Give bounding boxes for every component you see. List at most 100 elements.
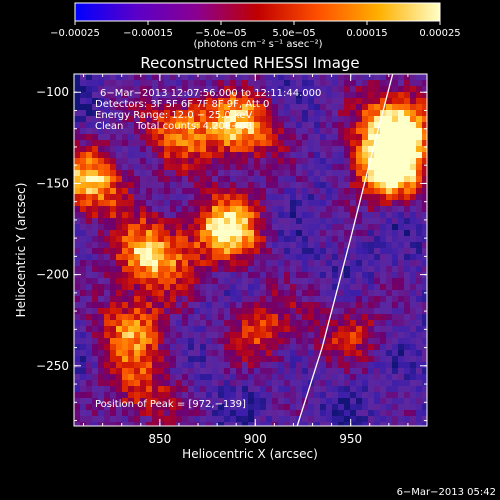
heatmap-cell [128,146,135,153]
heatmap-cell [386,158,393,165]
heatmap-cell [104,296,111,303]
heatmap-cell [140,176,147,183]
heatmap-cell [266,170,273,177]
heatmap-cell [266,194,273,201]
heatmap-cell [314,98,321,105]
heatmap-cell [98,326,105,333]
heatmap-cell [272,308,279,315]
heatmap-cell [290,374,297,381]
heatmap-cell [284,362,291,369]
heatmap-cell [182,92,189,99]
heatmap-cell [182,368,189,375]
heatmap-cell [146,326,153,333]
heatmap-cell [80,110,87,117]
heatmap-cell [368,140,375,147]
heatmap-cell [194,218,201,225]
heatmap-cell [404,320,411,327]
heatmap-cell [254,122,261,129]
heatmap-cell [152,176,159,183]
heatmap-cell [128,104,135,111]
heatmap-cell [182,266,189,273]
heatmap-cell [380,290,387,297]
heatmap-cell [326,422,333,426]
heatmap-cell [122,380,129,387]
heatmap-cell [350,422,357,426]
heatmap-cell [86,104,93,111]
heatmap-cell [416,266,423,273]
heatmap-cell [254,128,261,135]
heatmap-cell [140,410,147,417]
heatmap-cell [278,422,285,426]
heatmap-cell [128,170,135,177]
heatmap-cell [122,350,129,357]
heatmap-cell [170,266,177,273]
heatmap-cell [326,236,333,243]
heatmap-cell [278,266,285,273]
heatmap-cell [350,272,357,279]
heatmap-cell [326,242,333,249]
heatmap-cell [272,374,279,381]
heatmap-cell [152,182,159,189]
heatmap-cell [236,128,243,135]
heatmap-cell [314,296,321,303]
heatmap-cell [326,110,333,117]
heatmap-cell [164,314,171,321]
heatmap-cell [398,416,405,423]
heatmap-cell [332,410,339,417]
heatmap-cell [314,146,321,153]
heatmap-cell [308,218,315,225]
heatmap-cell [344,356,351,363]
heatmap-cell [86,326,93,333]
heatmap-cell [170,248,177,255]
heatmap-cell [140,338,147,345]
heatmap-cell [332,164,339,171]
heatmap-cell [80,374,87,381]
heatmap-cell [302,416,309,423]
heatmap-cell [296,170,303,177]
heatmap-cell [344,374,351,381]
heatmap-cell [164,116,171,123]
heatmap-cell [86,236,93,243]
heatmap-cell [74,350,81,357]
heatmap-cell [416,224,423,231]
heatmap-cell [392,164,399,171]
heatmap-cell [332,254,339,261]
heatmap-cell [98,356,105,363]
heatmap-cell [80,176,87,183]
heatmap-cell [182,332,189,339]
heatmap-cell [284,320,291,327]
heatmap-cell [188,92,195,99]
heatmap-cell [416,176,423,183]
heatmap-cell [398,362,405,369]
heatmap-cell [398,422,405,426]
heatmap-cell [200,314,207,321]
heatmap-cell [344,146,351,153]
heatmap-cell [242,320,249,327]
heatmap-cell [176,266,183,273]
heatmap-cell [116,338,123,345]
heatmap-cell [308,356,315,363]
heatmap-cell [308,308,315,315]
heatmap-cell [104,230,111,237]
heatmap-cell [404,338,411,345]
heatmap-cell [392,332,399,339]
heatmap-cell [128,74,135,81]
heatmap-cell [224,332,231,339]
heatmap-cell [206,284,213,291]
heatmap-cell [266,146,273,153]
heatmap-cell [194,410,201,417]
heatmap-cell [170,260,177,267]
heatmap-cell [188,158,195,165]
heatmap-cell [260,110,267,117]
heatmap-cell [140,314,147,321]
heatmap-cell [164,350,171,357]
heatmap-cell [242,74,249,81]
heatmap-cell [218,302,225,309]
heatmap-cell [338,134,345,141]
heatmap-cell [338,260,345,267]
heatmap-cell [110,182,117,189]
heatmap-cell [182,356,189,363]
heatmap-cell [248,248,255,255]
heatmap-cell [212,152,219,159]
heatmap-cell [134,338,141,345]
